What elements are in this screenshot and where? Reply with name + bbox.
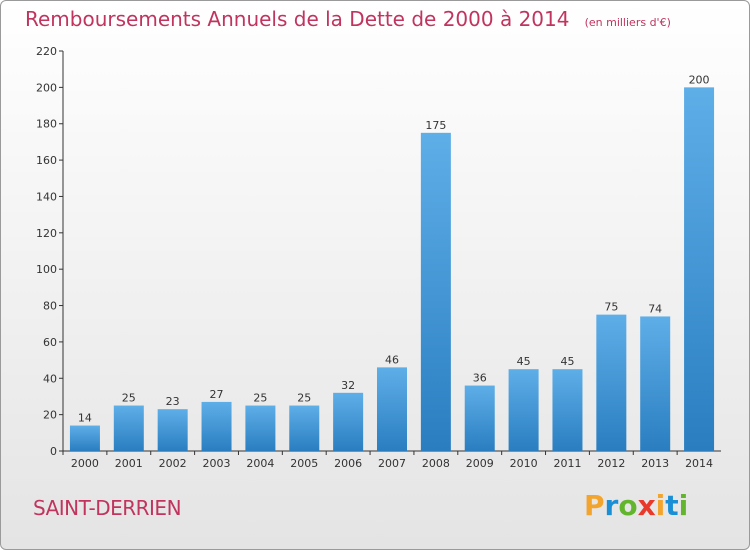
- bar: [201, 401, 232, 451]
- logo-letter: o: [618, 489, 638, 522]
- bar: [113, 405, 144, 451]
- bar-value-label: 14: [78, 412, 92, 425]
- y-tick-label: 100: [36, 263, 57, 276]
- bar-value-label: 23: [166, 395, 180, 408]
- bar-value-label: 75: [604, 301, 618, 314]
- x-tick-label: 2010: [510, 457, 538, 470]
- bar-value-label: 46: [385, 353, 399, 366]
- x-axis: 2000 2001 2002 2003 2004 2005 2006 2007 2008 2009…: [62, 450, 721, 470]
- bar: [420, 132, 451, 451]
- bar: [157, 409, 188, 451]
- bar: [333, 392, 364, 451]
- bar-value-label: 200: [689, 73, 710, 86]
- bar: [684, 87, 715, 451]
- bar-value-label: 25: [122, 392, 136, 405]
- y-tick-label: 60: [43, 336, 57, 349]
- proxiti-logo: Proxiti: [584, 489, 688, 522]
- x-tick-label: 2004: [246, 457, 274, 470]
- x-tick-label: 2005: [290, 457, 318, 470]
- bar: [596, 314, 627, 451]
- x-tick-label: 2012: [597, 457, 625, 470]
- x-tick-label: 2008: [422, 457, 450, 470]
- y-tick-label: 200: [36, 81, 57, 94]
- y-tick-label: 20: [43, 409, 57, 422]
- bar-value-label: 175: [425, 119, 446, 132]
- y-tick-label: 220: [36, 45, 57, 58]
- x-tick-label: 2003: [203, 457, 231, 470]
- bar-value-label: 45: [517, 355, 531, 368]
- chart-unit: (en milliers d'€): [584, 16, 671, 29]
- logo-letter: t: [665, 489, 679, 522]
- bar-value-label: 45: [560, 355, 574, 368]
- y-tick-label: 180: [36, 118, 57, 131]
- bar: [69, 425, 100, 451]
- title-row: Remboursements Annuels de la Dette de 20…: [25, 7, 671, 31]
- bars: 14 25 23 27 25 25 32 46 175 36 45 45 75 74 200: [69, 73, 715, 451]
- x-tick-label: 2006: [334, 457, 362, 470]
- bar: [289, 405, 320, 451]
- bar: [464, 385, 495, 451]
- chart-title: Remboursements Annuels de la Dette de 20…: [25, 7, 570, 31]
- x-tick-label: 2000: [71, 457, 99, 470]
- x-tick-label: 2007: [378, 457, 406, 470]
- logo-letter: i: [655, 489, 666, 522]
- x-tick-label: 2011: [553, 457, 581, 470]
- x-tick-label: 2014: [685, 457, 713, 470]
- x-tick-label: 2002: [159, 457, 187, 470]
- bar: [640, 316, 671, 451]
- x-tick-label: 2013: [641, 457, 669, 470]
- bar-value-label: 36: [473, 372, 487, 385]
- y-axis: 0 20 40 60 80 100 120 140 160 180 200 220: [36, 45, 64, 458]
- y-tick-label: 80: [43, 300, 57, 313]
- x-tick-label: 2009: [466, 457, 494, 470]
- logo-letter: i: [678, 489, 689, 522]
- bar-value-label: 74: [648, 302, 662, 315]
- y-tick-label: 40: [43, 372, 57, 385]
- bar-value-label: 25: [297, 392, 311, 405]
- logo-letter: r: [604, 489, 619, 522]
- bar: [377, 367, 407, 451]
- bar-value-label: 32: [341, 379, 355, 392]
- bar: [552, 369, 583, 451]
- commune-name: SAINT-DERRIEN: [33, 496, 182, 520]
- x-tick-label: 2001: [115, 457, 143, 470]
- bar-value-label: 25: [253, 392, 267, 405]
- y-tick-label: 0: [50, 445, 57, 458]
- y-tick-label: 140: [36, 190, 57, 203]
- bar-value-label: 27: [210, 388, 224, 401]
- y-tick-label: 120: [36, 227, 57, 240]
- bar: [508, 369, 539, 451]
- logo-letter: x: [637, 489, 656, 522]
- logo-letter: P: [584, 489, 605, 522]
- bar: [245, 405, 276, 451]
- y-tick-label: 160: [36, 154, 57, 167]
